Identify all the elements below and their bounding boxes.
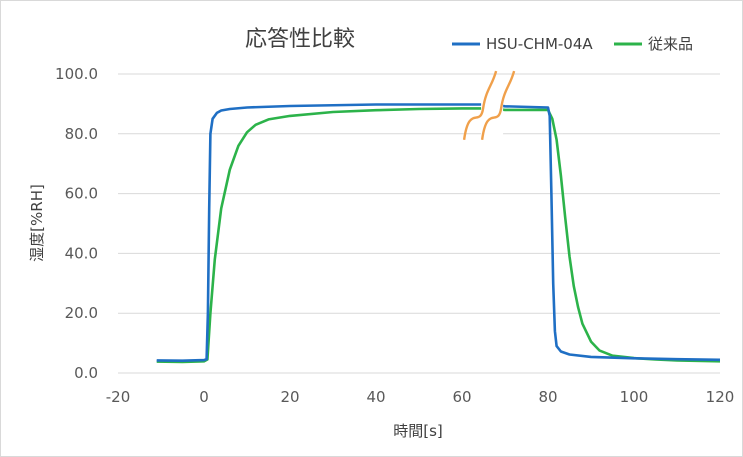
x-tick-label: 60: [452, 388, 471, 406]
y-tick-label: 80.0: [65, 125, 98, 143]
y-tick-label: 100.0: [55, 65, 98, 83]
x-tick-label: 80: [538, 388, 557, 406]
legend-label-conventional: 従来品: [648, 35, 693, 53]
axis-break-stroke-1: [480, 70, 516, 140]
y-axis-title: 湿度[%RH]: [28, 184, 46, 262]
series-line-hsu: [156, 103, 721, 363]
y-tick-label: 0.0: [74, 364, 98, 382]
x-axis-title: 時間[s]: [393, 422, 443, 440]
y-tick-label: 60.0: [65, 185, 98, 203]
axis-break-gap: [481, 88, 504, 140]
legend-label-hsu: HSU-CHM-04A: [486, 35, 593, 53]
x-tick-labels: -20 0 20 40 60 80 100 120: [106, 388, 735, 406]
y-tick-label: 20.0: [65, 304, 98, 322]
x-tick-label: 20: [280, 388, 299, 406]
x-tick-label: 120: [706, 388, 735, 406]
y-tick-label: 40.0: [65, 244, 98, 262]
y-tick-labels: 0.0 20.0 40.0 60.0 80.0 100.0: [55, 65, 98, 382]
legend: HSU-CHM-04A 従来品: [452, 35, 693, 53]
x-tick-label: 40: [366, 388, 385, 406]
axis-break-stroke-0: [462, 70, 498, 140]
gridlines: [118, 73, 720, 374]
x-tick-label: -20: [106, 388, 131, 406]
x-tick-label: 0: [199, 388, 209, 406]
chart-title: 応答性比較: [245, 27, 355, 52]
x-tick-label: 100: [620, 388, 649, 406]
axis-break-marker: [462, 70, 516, 140]
